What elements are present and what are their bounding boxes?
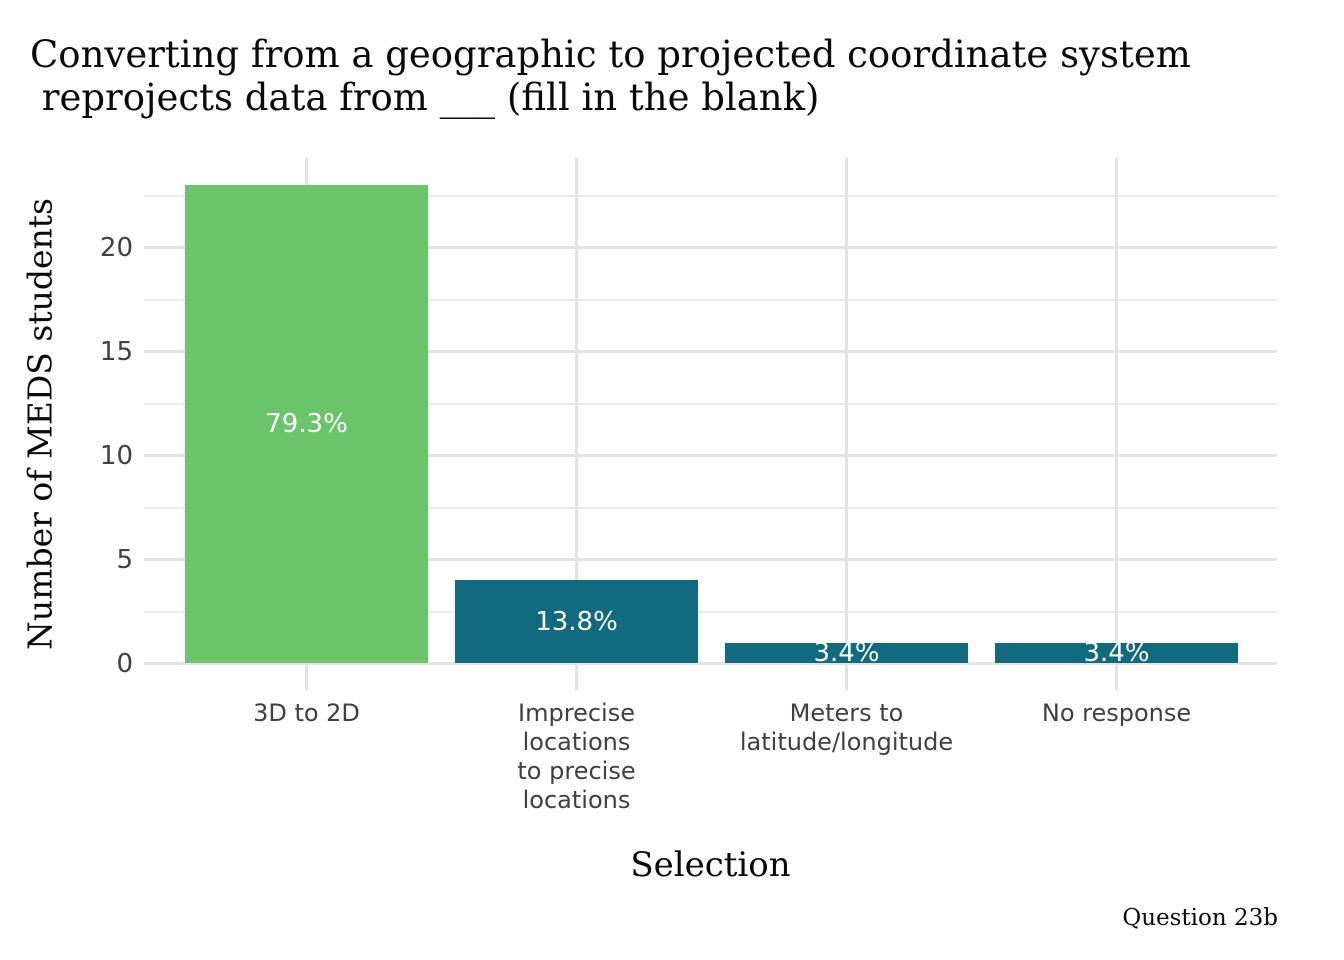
y-tick-label: 10 [99,440,133,471]
major-gridline [144,662,1277,665]
bar-imprecise-locations-to-precise-locations [455,580,698,664]
bar-value-label: 3.4% [813,638,880,669]
bar-value-label: 79.3% [265,409,348,440]
x-tick-label-meters-to-latitude-longitude: Meters to latitude/longitude [739,699,954,756]
minor-gridline [144,402,1277,405]
bar-value-label: 13.8% [535,606,618,637]
y-tick-label: 15 [99,336,133,367]
category-gridline [575,158,578,690]
bar-meters-to-latitude-longitude [725,642,968,664]
y-tick-label: 20 [99,232,133,263]
minor-gridline [144,610,1277,613]
bar-value-label: 3.4% [1083,638,1150,669]
x-tick-label-3d-to-2d: 3D to 2D [253,699,360,727]
bar-no-response [995,642,1238,664]
minor-gridline [144,298,1277,301]
y-tick-label: 5 [116,544,133,575]
major-gridline [144,350,1277,353]
category-gridline [1115,158,1118,690]
x-tick-label-imprecise-locations-to-precise-locations: Imprecise locations to precise locations [517,699,636,814]
bar-3d-to-2d [185,185,428,664]
minor-gridline [144,194,1277,197]
x-tick-label-no-response: No response [1041,699,1192,727]
y-tick-label: 0 [116,648,133,679]
major-gridline [144,558,1277,561]
chart-title: Converting from a geographic to projecte… [30,33,1191,119]
major-gridline [144,454,1277,457]
minor-gridline [144,506,1277,509]
y-axis-title: Number of MEDS students [20,198,60,650]
chart-caption: Question 23b [1122,905,1278,931]
category-gridline [845,158,848,690]
major-gridline [144,246,1277,249]
x-axis-title: Selection [630,845,791,885]
